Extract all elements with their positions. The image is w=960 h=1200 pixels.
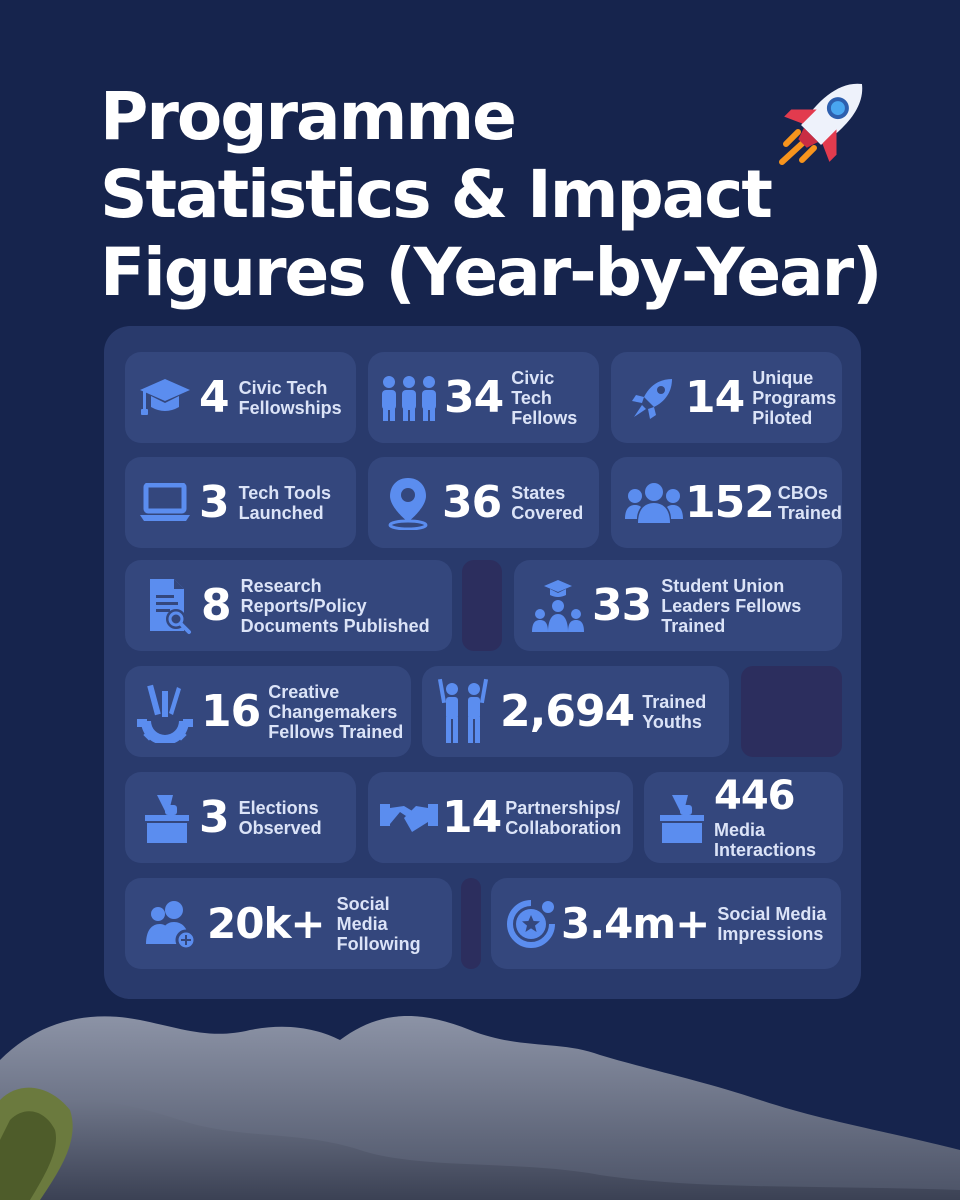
- users-icon: [625, 475, 683, 531]
- stat-card-states: 36 States Covered: [368, 457, 599, 548]
- creative-gear-icon: [133, 680, 197, 744]
- spacer-block: [741, 666, 842, 757]
- stat-value: 3: [199, 791, 230, 843]
- stat-label: States Covered: [511, 482, 584, 523]
- stat-card-fellowships: 4 Civic Tech Fellowships: [125, 352, 356, 443]
- stat-value: 36: [442, 476, 502, 528]
- student-leaders-icon: [530, 576, 586, 636]
- stat-label: Partnerships/ Collaboration: [505, 797, 622, 838]
- stat-value: 152: [685, 476, 775, 528]
- stat-label: Unique Programs Piloted: [752, 367, 837, 428]
- ballot-box-icon: [143, 790, 191, 846]
- spacer-block: [461, 878, 481, 969]
- stat-card-creative: 16 Creative Changemakers Fellows Trained: [125, 666, 411, 757]
- page-title: Programme Statistics & Impact Figures (Y…: [100, 78, 882, 312]
- stat-label: CBOs Trained: [777, 482, 842, 523]
- stat-card-research: 8 Research Reports/Policy Documents Publ…: [125, 560, 452, 651]
- stat-label: Tech Tools Launched: [238, 482, 331, 523]
- stat-value: 14: [442, 791, 502, 843]
- title-line-1: Programme: [100, 78, 517, 155]
- stat-card-media: 446 Media Interactions: [644, 772, 843, 863]
- stat-label: Civic Tech Fellowships: [238, 377, 342, 418]
- star-badge-icon: [505, 896, 557, 952]
- rocket-emoji-icon: [779, 83, 863, 165]
- ballot-box-icon: [658, 790, 706, 846]
- stat-card-impressions: 3.4m+ Social Media Impressions: [491, 878, 841, 969]
- laptop-icon: [137, 475, 193, 531]
- stat-value: 8: [201, 579, 232, 631]
- handshake-icon: [378, 790, 440, 846]
- stat-card-tech-tools: 3 Tech Tools Launched: [125, 457, 356, 548]
- stat-label: Trained Youths: [642, 691, 707, 732]
- stat-card-cbos: 152 CBOs Trained: [611, 457, 842, 548]
- stat-value: 3: [199, 476, 230, 528]
- stat-card-student-union: 33 Student Union Leaders Fellows Trained: [514, 560, 842, 651]
- mountain-landscape: [0, 1016, 960, 1200]
- stat-value: 2,694: [500, 685, 635, 737]
- stat-value: 3.4m+: [561, 898, 710, 948]
- stat-value: 4: [199, 371, 230, 423]
- stat-label: Media Interactions: [714, 819, 817, 860]
- stat-label: Social Media Impressions: [717, 903, 827, 944]
- youths-icon: [434, 677, 494, 747]
- stats-panel: 4 Civic Tech Fellowships 34 Civic Tech F…: [104, 326, 861, 999]
- spacer-block: [462, 560, 502, 651]
- stat-label: Civic Tech Fellows: [511, 367, 578, 428]
- stat-label: Student Union Leaders Fellows Trained: [661, 575, 802, 636]
- stat-card-fellows: 34 Civic Tech Fellows: [368, 352, 599, 443]
- stat-label: Social Media Following: [336, 893, 421, 954]
- stat-label: Elections Observed: [238, 797, 322, 838]
- stat-value: 14: [685, 371, 745, 423]
- stat-card-elections: 3 Elections Observed: [125, 772, 356, 863]
- people-group-icon: [378, 370, 440, 426]
- stat-value: 446: [714, 772, 796, 819]
- title-line-3: Figures (Year-by-Year): [100, 234, 882, 311]
- map-pin-icon: [384, 475, 432, 531]
- add-user-icon: [143, 896, 199, 952]
- stat-value: 34: [444, 371, 504, 423]
- stat-card-social-following: 20k+ Social Media Following: [125, 878, 452, 969]
- title-line-2: Statistics & Impact: [100, 156, 773, 233]
- stat-label: Research Reports/Policy Documents Publis…: [240, 575, 430, 636]
- stat-value: 20k+: [207, 898, 326, 948]
- stat-value: 33: [592, 579, 652, 631]
- document-search-icon: [145, 576, 193, 636]
- stat-card-programs: 14 Unique Programs Piloted: [611, 352, 842, 443]
- graduation-cap-icon: [137, 370, 193, 426]
- stat-card-partnerships: 14 Partnerships/ Collaboration: [368, 772, 633, 863]
- stat-value: 16: [201, 685, 261, 737]
- stat-card-youths: 2,694 Trained Youths: [422, 666, 729, 757]
- rocket-icon: [625, 370, 681, 426]
- stat-label: Creative Changemakers Fellows Trained: [268, 681, 404, 742]
